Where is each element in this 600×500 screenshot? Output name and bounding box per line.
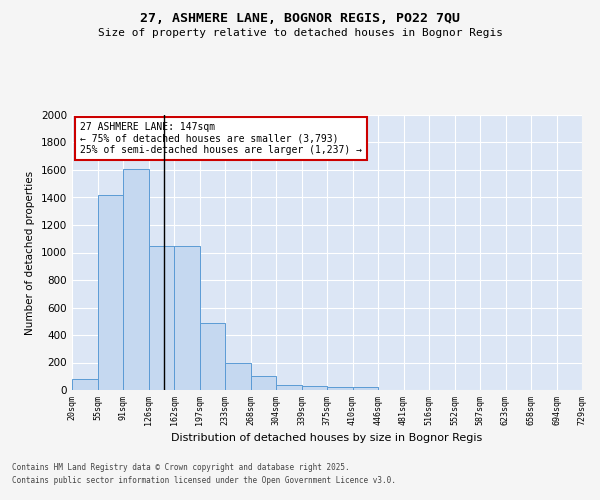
Bar <box>97 194 123 390</box>
Text: 27, ASHMERE LANE, BOGNOR REGIS, PO22 7QU: 27, ASHMERE LANE, BOGNOR REGIS, PO22 7QU <box>140 12 460 26</box>
Bar <box>276 385 302 390</box>
Bar <box>199 322 225 390</box>
Bar <box>123 168 149 390</box>
X-axis label: Distribution of detached houses by size in Bognor Regis: Distribution of detached houses by size … <box>172 433 482 443</box>
Bar <box>72 379 97 390</box>
Bar <box>149 246 174 390</box>
Text: Size of property relative to detached houses in Bognor Regis: Size of property relative to detached ho… <box>97 28 503 38</box>
Y-axis label: Number of detached properties: Number of detached properties <box>25 170 35 334</box>
Text: Contains HM Land Registry data © Crown copyright and database right 2025.: Contains HM Land Registry data © Crown c… <box>12 464 350 472</box>
Bar <box>353 387 378 390</box>
Bar <box>251 376 276 390</box>
Text: 27 ASHMERE LANE: 147sqm
← 75% of detached houses are smaller (3,793)
25% of semi: 27 ASHMERE LANE: 147sqm ← 75% of detache… <box>80 122 362 155</box>
Bar <box>174 246 199 390</box>
Bar <box>327 387 353 390</box>
Text: Contains public sector information licensed under the Open Government Licence v3: Contains public sector information licen… <box>12 476 396 485</box>
Bar <box>225 362 251 390</box>
Bar <box>302 386 327 390</box>
